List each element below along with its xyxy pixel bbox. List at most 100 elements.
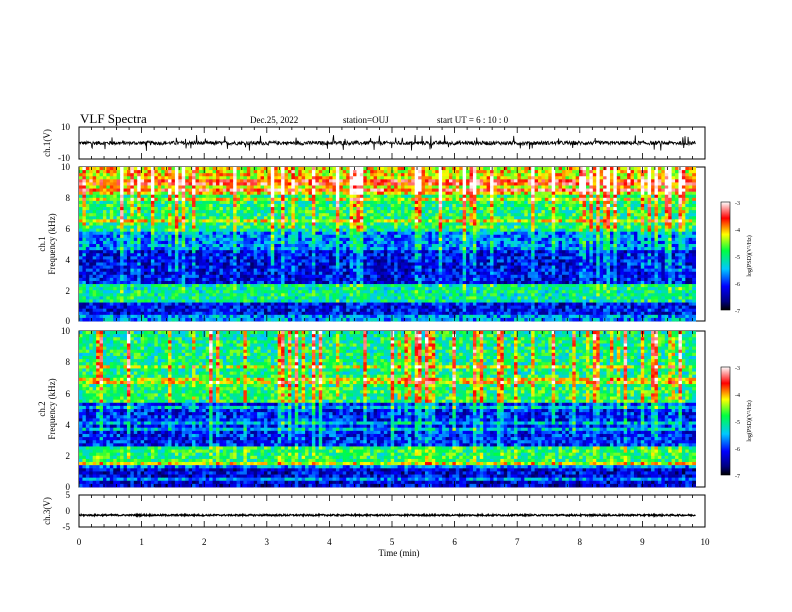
spectrogram-cell [356,191,361,196]
spectrogram-cell [202,197,207,202]
spectrogram-cell [109,176,114,180]
spectrogram-cell [209,219,213,223]
spectrogram-cell [168,170,172,174]
spectrogram-cell [394,280,398,285]
spectrogram-cell [164,244,169,248]
spectrogram-cell [195,305,200,310]
spectrogram-cell [390,296,395,300]
spectrogram-cell [212,302,217,306]
spectrogram-cell [205,207,210,211]
spectrogram-cell [291,228,296,233]
spectrogram-cell [233,293,237,297]
spectrogram-cell [277,284,282,288]
spectrogram-cell [366,280,371,285]
spectrogram-cell [346,244,351,248]
spectrogram-cell [154,311,159,316]
spectrogram-cell [161,314,166,319]
spectrogram-cell [113,277,118,282]
spectrogram-cell [102,185,107,189]
spectrogram-cell [99,185,104,189]
spectrogram-cell [168,317,172,322]
spectrogram-cell [120,200,124,205]
spectrogram-cell [233,185,237,189]
spectrogram-cell [298,296,303,300]
spectrogram-cell [219,210,224,214]
spectrogram-cell [226,234,231,239]
spectrogram-cell [377,197,381,202]
spectrogram-cell [161,182,166,186]
spectrogram-cell [116,287,121,291]
spectrogram-cell [287,274,292,279]
spectrogram-cell [298,179,303,183]
spectrogram-cell [209,317,213,322]
spectrogram-cell [287,280,292,285]
spectrogram-cell [291,268,296,273]
spectrogram-cell [222,225,227,229]
spectrogram-cell [260,222,265,226]
spectrogram-cell [79,299,83,303]
spectrogram-cell [99,237,104,242]
spectrogram-cell [322,203,327,208]
spectrogram-cell [168,290,172,294]
spectrogram-cell [222,280,227,285]
spectrogram-cell [178,222,183,226]
spectrogram-cell [123,290,128,294]
spectrogram-cell [229,296,234,300]
spectrogram-cell [260,244,265,248]
spectrogram-cell [346,271,351,276]
spectrogram-cell [113,262,118,266]
spectrogram-cell [120,167,124,171]
spectrogram-cell [257,302,261,306]
spectrogram-cell [188,176,193,180]
spectrogram-cell [89,207,94,211]
spectrogram-cell [205,197,210,202]
spectrogram-cell [267,219,272,223]
spectrogram-cell [274,207,279,211]
spectrogram-cell [171,265,176,270]
spectrogram-cell [294,256,299,260]
spectrogram-cell [359,203,364,208]
spectrogram-cell [335,231,340,236]
spectrogram-cell [401,219,405,223]
spectrogram-cell [209,296,213,300]
spectrogram-cell [305,287,309,291]
spectrogram-cell [212,203,217,208]
spectrogram-cell [294,188,299,193]
spectrogram-cell [267,197,272,202]
spectrogram-cell [257,311,261,316]
spectrogram-cell [363,290,368,294]
spectrogram-cell [277,197,282,202]
spectrogram-cell [219,314,224,319]
spectrogram-cell [325,219,330,223]
spectrogram-cell [411,231,416,236]
spectrogram-cell [342,253,347,257]
spectrogram-cell [96,256,100,260]
spectrogram-cell [188,240,193,245]
spectrogram-cell [390,280,395,285]
spectrogram-cell [397,225,402,229]
spectrogram-cell [205,173,210,177]
spectrogram-cell [270,167,275,171]
spectrogram-cell [267,247,272,251]
spectrogram-cell [308,228,313,233]
spectrogram-cell [342,293,347,297]
spectrogram-cell [359,207,364,211]
spectrogram-cell [198,170,203,174]
spectrogram-cell [401,311,405,316]
spectrogram-cell [267,308,272,313]
spectrogram-cell [140,280,145,285]
spectrogram-cell [233,265,237,270]
spectrogram-cell [205,228,210,233]
spectrogram-cell [130,234,135,239]
spectrogram-cell [137,247,142,251]
spectrogram-cell [246,173,251,177]
spectrogram-cell [147,222,152,226]
spectrogram-cell [263,271,268,276]
spectrogram-cell [281,203,285,208]
spectrogram-cell [154,207,159,211]
spectrogram-cell [236,253,241,257]
spectrogram-cell [133,219,138,223]
spectrogram-cell [116,170,121,174]
spectrogram-cell [359,262,364,266]
spectrogram-cell [109,194,114,199]
